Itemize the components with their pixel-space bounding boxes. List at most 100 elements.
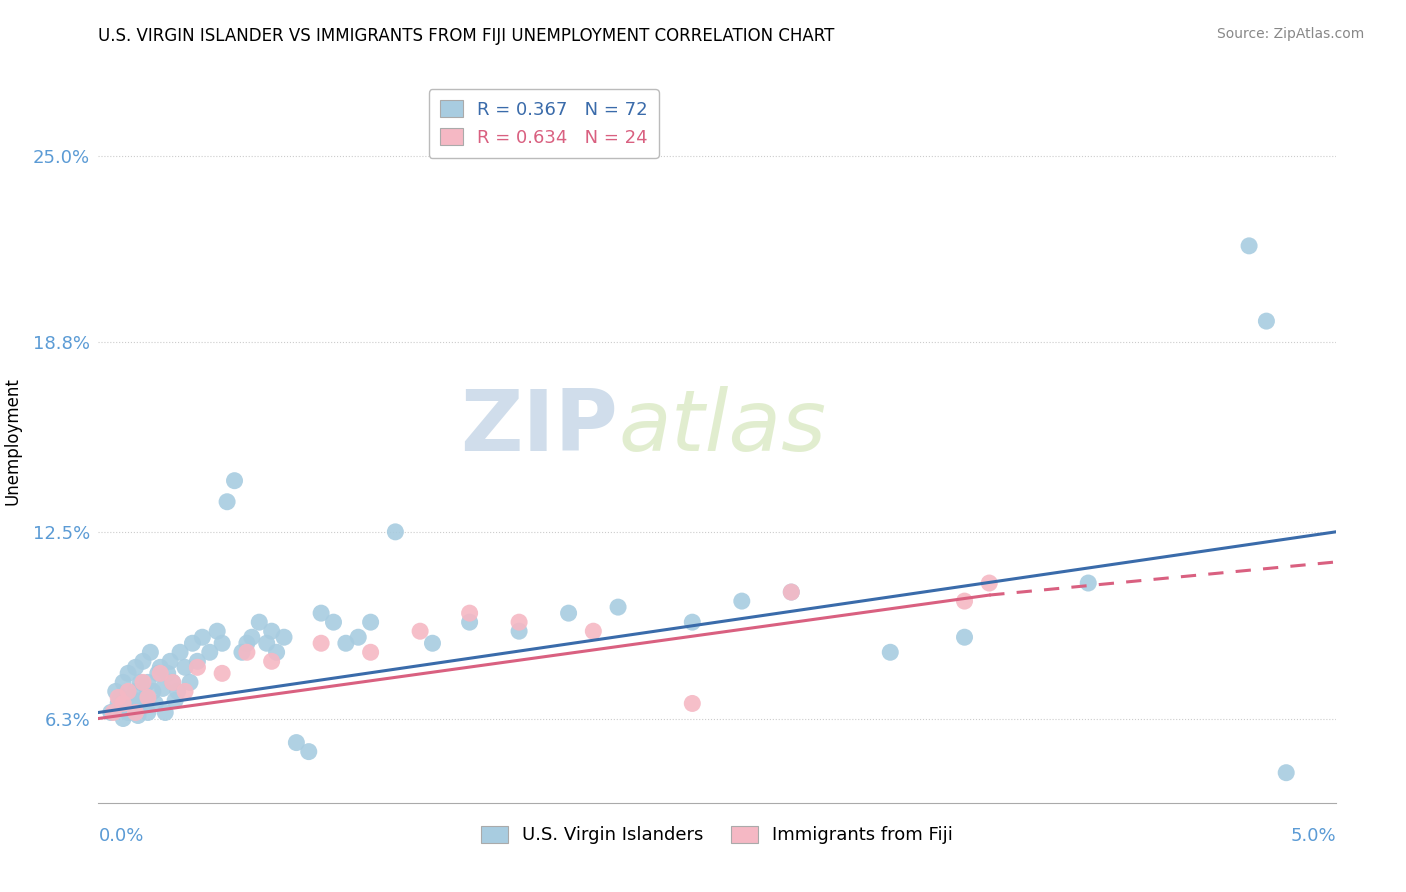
Point [100,706,122,720]
Point [1077,576,1099,591]
Point [360,615,382,630]
Point [322,615,344,630]
Point [198,645,221,659]
Point [780,585,803,599]
Point [146,666,169,681]
Point [155,706,177,720]
Point [152,681,174,696]
Point [120,690,142,705]
Point [681,697,703,711]
Point [409,624,432,639]
Y-axis label: Unemployment: Unemployment [4,377,21,506]
Point [508,615,530,630]
Point [231,645,253,659]
Point [217,494,239,508]
Point [309,636,332,650]
Point [347,630,370,644]
Point [273,630,295,644]
Point [780,585,803,599]
Point [260,654,283,668]
Point [205,624,228,639]
Point [557,606,579,620]
Point [186,660,208,674]
Point [181,636,204,650]
Text: U.S. VIRGIN ISLANDER VS IMMIGRANTS FROM FIJI UNEMPLOYMENT CORRELATION CHART: U.S. VIRGIN ISLANDER VS IMMIGRANTS FROM … [98,27,835,45]
Text: 5.0%: 5.0% [1291,827,1336,845]
Point [979,576,1001,591]
Point [953,594,976,608]
Point [174,684,197,698]
Point [224,474,246,488]
Point [247,615,270,630]
Point [134,690,156,705]
Point [165,693,187,707]
Point [422,636,444,650]
Point [174,660,197,674]
Legend: U.S. Virgin Islanders, Immigrants from Fiji: U.S. Virgin Islanders, Immigrants from F… [474,818,960,852]
Point [124,706,146,720]
Point [112,712,135,726]
Text: 0.0%: 0.0% [98,827,143,845]
Point [508,624,530,639]
Point [110,690,132,705]
Point [162,675,184,690]
Point [256,636,278,650]
Point [132,697,155,711]
Point [458,615,481,630]
Point [136,690,159,705]
Point [117,706,139,720]
Point [136,675,159,690]
Point [360,645,382,659]
Point [139,645,162,659]
Point [166,684,188,698]
Point [458,606,481,620]
Point [112,697,135,711]
Point [142,684,165,698]
Point [132,654,155,668]
Point [236,645,259,659]
Text: Source: ZipAtlas.com: Source: ZipAtlas.com [1216,27,1364,41]
Point [1275,765,1298,780]
Point [879,645,901,659]
Point [159,654,181,668]
Point [149,660,172,674]
Point [309,606,332,620]
Point [1237,239,1260,253]
Point [112,675,135,690]
Point [179,675,201,690]
Point [260,624,283,639]
Point [384,524,406,539]
Point [117,666,139,681]
Point [122,699,145,714]
Point [129,675,152,690]
Point [117,684,139,698]
Point [107,690,129,705]
Point [156,666,179,681]
Point [298,745,321,759]
Point [681,615,703,630]
Point [335,636,357,650]
Point [186,654,208,668]
Point [191,630,214,644]
Point [731,594,754,608]
Point [240,630,263,644]
Point [124,684,146,698]
Point [953,630,976,644]
Point [1256,314,1278,328]
Point [162,675,184,690]
Point [607,600,630,615]
Point [132,675,155,690]
Point [211,636,233,650]
Text: atlas: atlas [619,385,827,468]
Point [107,697,129,711]
Point [127,708,149,723]
Point [266,645,288,659]
Point [582,624,605,639]
Point [143,697,166,711]
Point [285,735,308,749]
Point [103,706,125,720]
Point [124,660,146,674]
Text: ZIP: ZIP [460,385,619,468]
Point [211,666,233,681]
Point [136,706,159,720]
